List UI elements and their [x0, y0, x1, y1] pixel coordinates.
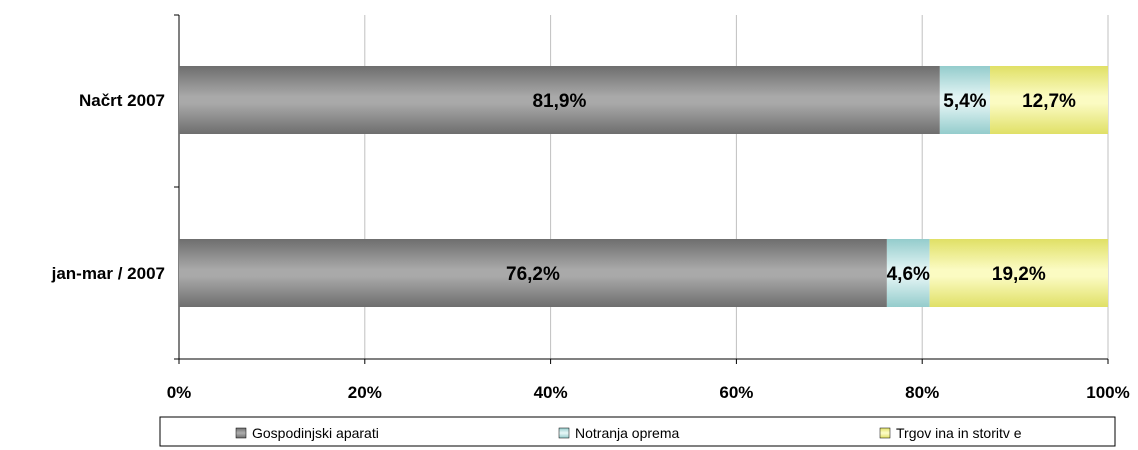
bar-segment	[886, 239, 930, 307]
category-label: Načrt 2007	[79, 91, 165, 110]
category-labels: Načrt 2007 jan-mar / 2007	[51, 91, 165, 283]
data-label: 76,2%	[506, 264, 560, 285]
x-tick-labels: 0% 20% 40% 60% 80% 100%	[167, 383, 1130, 402]
bar-segment	[179, 66, 940, 134]
legend-box	[159, 416, 1116, 447]
x-tick-label: 80%	[905, 383, 939, 402]
legend-swatch	[558, 427, 570, 439]
legend-entry: Gospodinjski aparati	[252, 425, 379, 441]
x-tick-label: 20%	[348, 383, 382, 402]
x-tick-label: 40%	[534, 383, 568, 402]
bar-segment	[179, 239, 887, 307]
data-labels: 81,9% 5,4% 12,7% 76,2% 4,6% 19,2%	[506, 91, 1076, 285]
data-label: 81,9%	[532, 91, 586, 112]
bars	[179, 66, 1108, 307]
data-label: 19,2%	[992, 264, 1046, 285]
data-label: 12,7%	[1022, 91, 1076, 112]
legend-entry: Notranja oprema	[575, 425, 679, 441]
legend-swatch	[879, 427, 891, 439]
x-tick-label: 60%	[719, 383, 753, 402]
category-label: jan-mar / 2007	[51, 264, 165, 283]
x-tick-label: 0%	[167, 383, 192, 402]
legend-entry: Trgov ina in storitv e	[896, 425, 1022, 441]
legend-swatch	[235, 427, 247, 439]
bar-segment	[939, 66, 991, 134]
data-label: 4,6%	[887, 264, 930, 285]
bar-segment	[929, 239, 1108, 307]
bar-segment	[990, 66, 1108, 134]
legend: Gospodinjski aparati Notranja oprema Trgov…	[159, 416, 1116, 447]
x-tick-label: 100%	[1086, 383, 1129, 402]
data-label: 5,4%	[943, 91, 986, 112]
